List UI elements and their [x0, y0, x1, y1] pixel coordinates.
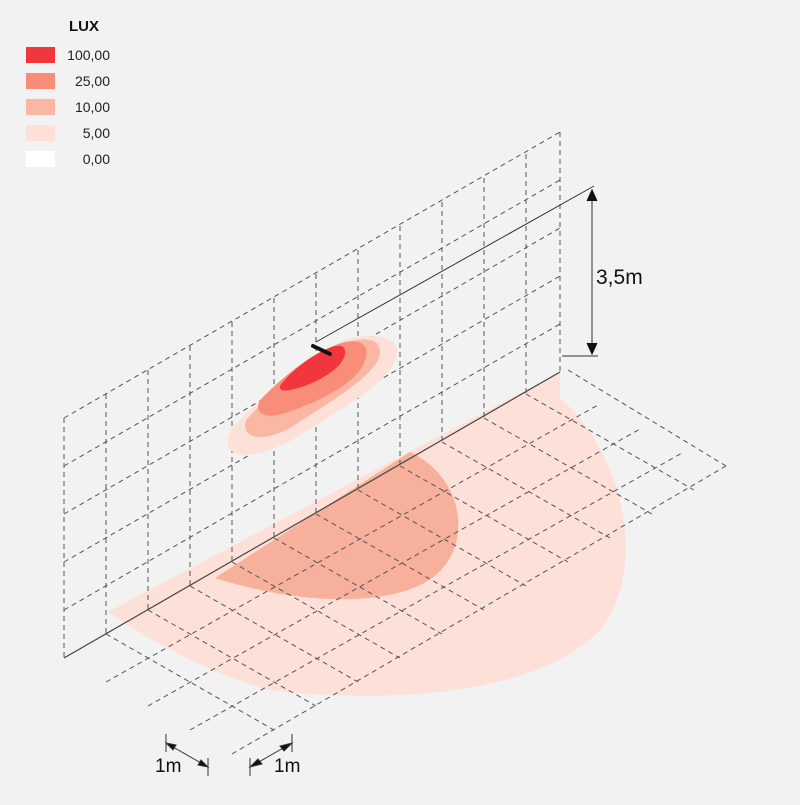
- wall-floor-edge: [63, 371, 561, 659]
- legend-label: 100,00: [67, 47, 110, 63]
- lux-legend: LUX 100,00 25,00 10,00 5,00 0,00: [26, 18, 146, 172]
- legend-label: 0,00: [82, 151, 110, 167]
- legend-swatch: [26, 73, 55, 89]
- light-fixture: [311, 344, 332, 356]
- legend-label: 25,00: [74, 73, 110, 89]
- wall-grid: [63, 131, 561, 658]
- legend-label: 5,00: [82, 125, 110, 141]
- legend-swatch: [26, 47, 55, 63]
- legend-item-5: 5,00: [26, 120, 146, 146]
- legend-swatch: [26, 99, 55, 115]
- grid-label-a: 1m: [155, 756, 181, 777]
- floor-grid: [105, 369, 727, 755]
- legend-item-0: 0,00: [26, 146, 146, 172]
- legend-swatch: [26, 125, 55, 141]
- grid-dimension-b: [248, 734, 294, 776]
- legend-item-25: 25,00: [26, 68, 146, 94]
- wall-zones: [227, 336, 398, 455]
- grid-label-b: 1m: [274, 756, 300, 777]
- grid-dimension-a: [164, 734, 210, 776]
- legend-title: LUX: [69, 18, 99, 35]
- floor-zone-10lux: [215, 452, 459, 600]
- legend-item-100: 100,00: [26, 42, 146, 68]
- wall-zone-100lux: [279, 345, 346, 391]
- legend-swatch: [26, 151, 55, 167]
- legend-item-10: 10,00: [26, 94, 146, 120]
- height-dimension: [315, 185, 598, 357]
- legend-label: 10,00: [74, 99, 110, 115]
- floor-zones: [108, 372, 626, 696]
- height-label: 3,5m: [596, 266, 643, 289]
